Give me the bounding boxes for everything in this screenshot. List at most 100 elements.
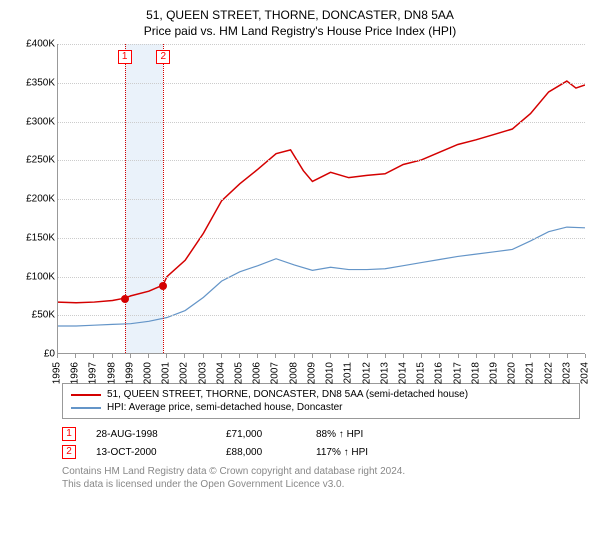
x-tick bbox=[57, 354, 58, 358]
x-tick bbox=[112, 354, 113, 358]
x-tick bbox=[494, 354, 495, 358]
x-tick bbox=[421, 354, 422, 358]
x-tick bbox=[439, 354, 440, 358]
x-tick bbox=[530, 354, 531, 358]
gridline bbox=[58, 160, 585, 161]
transaction-date: 13-OCT-2000 bbox=[96, 447, 206, 458]
gridline bbox=[58, 83, 585, 84]
x-tick-label: 2022 bbox=[543, 362, 554, 384]
gridline bbox=[58, 315, 585, 316]
transaction-row: 213-OCT-2000£88,000117% ↑ HPI bbox=[62, 443, 590, 461]
y-tick-label: £0 bbox=[44, 349, 55, 360]
gridline bbox=[58, 199, 585, 200]
x-tick-label: 2012 bbox=[361, 362, 372, 384]
x-tick-label: 2013 bbox=[379, 362, 390, 384]
x-tick bbox=[257, 354, 258, 358]
x-tick bbox=[166, 354, 167, 358]
x-tick bbox=[203, 354, 204, 358]
x-tick-label: 2017 bbox=[452, 362, 463, 384]
y-tick-label: £200K bbox=[26, 194, 55, 205]
x-tick-label: 1997 bbox=[88, 362, 99, 384]
x-tick bbox=[567, 354, 568, 358]
x-tick-label: 2018 bbox=[470, 362, 481, 384]
x-tick bbox=[585, 354, 586, 358]
gridline bbox=[58, 238, 585, 239]
price-chart: £0£50K£100K£150K£200K£250K£300K£350K£400… bbox=[15, 44, 585, 379]
x-tick-label: 2005 bbox=[234, 362, 245, 384]
x-tick bbox=[93, 354, 94, 358]
gridline bbox=[58, 277, 585, 278]
x-tick-label: 2003 bbox=[197, 362, 208, 384]
x-tick bbox=[385, 354, 386, 358]
x-tick bbox=[476, 354, 477, 358]
x-tick bbox=[512, 354, 513, 358]
x-tick bbox=[330, 354, 331, 358]
transaction-price: £88,000 bbox=[226, 447, 296, 458]
x-tick bbox=[275, 354, 276, 358]
legend-item: HPI: Average price, semi-detached house,… bbox=[71, 401, 571, 414]
transaction-list: 1 28-AUG-1998 £71,000 88% ↑ HPI 2 13-OCT-2000… bbox=[62, 425, 590, 461]
footer-line2: This data is licensed under the Open Gov… bbox=[62, 478, 590, 491]
transaction-point bbox=[121, 295, 129, 303]
transaction-delta: 88% ↑ HPI bbox=[316, 429, 363, 440]
x-tick-label: 2004 bbox=[215, 362, 226, 384]
x-tick-label: 2002 bbox=[179, 362, 190, 384]
x-tick-label: 2021 bbox=[525, 362, 536, 384]
x-tick bbox=[367, 354, 368, 358]
y-tick-label: £350K bbox=[26, 77, 55, 88]
y-tick-label: £50K bbox=[32, 310, 55, 321]
x-tick bbox=[130, 354, 131, 358]
x-tick-label: 2023 bbox=[561, 362, 572, 384]
x-tick-label: 2020 bbox=[507, 362, 518, 384]
x-tick bbox=[221, 354, 222, 358]
page-subtitle: Price paid vs. HM Land Registry's House … bbox=[10, 24, 590, 38]
legend: 51, QUEEN STREET, THORNE, DONCASTER, DN8… bbox=[62, 383, 580, 419]
x-tick bbox=[75, 354, 76, 358]
transaction-num: 2 bbox=[62, 445, 76, 459]
y-tick-label: £100K bbox=[26, 271, 55, 282]
x-tick-label: 2006 bbox=[252, 362, 263, 384]
x-tick-label: 2016 bbox=[434, 362, 445, 384]
x-tick-label: 2010 bbox=[325, 362, 336, 384]
x-tick-label: 2009 bbox=[306, 362, 317, 384]
transaction-row: 1 28-AUG-1998 £71,000 88% ↑ HPI bbox=[62, 425, 590, 443]
x-tick bbox=[549, 354, 550, 358]
y-tick-label: £300K bbox=[26, 116, 55, 127]
series-property bbox=[58, 81, 585, 303]
page-title: 51, QUEEN STREET, THORNE, DONCASTER, DN8… bbox=[10, 8, 590, 22]
x-tick-label: 1999 bbox=[124, 362, 135, 384]
legend-label: 51, QUEEN STREET, THORNE, DONCASTER, DN8… bbox=[107, 389, 468, 400]
legend-label: HPI: Average price, semi-detached house,… bbox=[107, 402, 343, 413]
legend-swatch bbox=[71, 394, 101, 396]
x-tick-label: 2000 bbox=[143, 362, 154, 384]
gridline bbox=[58, 122, 585, 123]
x-tick bbox=[294, 354, 295, 358]
x-tick-label: 1998 bbox=[106, 362, 117, 384]
transaction-point bbox=[159, 282, 167, 290]
transaction-price: £71,000 bbox=[226, 429, 296, 440]
legend-swatch bbox=[71, 407, 101, 409]
x-tick-label: 2007 bbox=[270, 362, 281, 384]
x-tick-label: 2014 bbox=[397, 362, 408, 384]
transaction-marker: 2 bbox=[156, 50, 170, 64]
legend-item: 51, QUEEN STREET, THORNE, DONCASTER, DN8… bbox=[71, 388, 571, 401]
x-tick bbox=[458, 354, 459, 358]
footer-text: Contains HM Land Registry data © Crown c… bbox=[62, 465, 590, 491]
x-tick-label: 2019 bbox=[488, 362, 499, 384]
x-tick-label: 1995 bbox=[52, 362, 63, 384]
transaction-num: 1 bbox=[62, 427, 76, 441]
y-tick-label: £150K bbox=[26, 232, 55, 243]
x-tick-label: 2008 bbox=[288, 362, 299, 384]
x-tick-label: 2011 bbox=[343, 362, 354, 384]
x-tick bbox=[403, 354, 404, 358]
gridline bbox=[58, 44, 585, 45]
x-tick bbox=[184, 354, 185, 358]
x-tick bbox=[239, 354, 240, 358]
x-tick bbox=[348, 354, 349, 358]
x-tick-label: 2024 bbox=[580, 362, 591, 384]
x-tick bbox=[312, 354, 313, 358]
x-tick-label: 1996 bbox=[70, 362, 81, 384]
x-tick-label: 2001 bbox=[161, 362, 172, 384]
transaction-date: 28-AUG-1998 bbox=[96, 429, 206, 440]
footer-line1: Contains HM Land Registry data © Crown c… bbox=[62, 465, 590, 478]
